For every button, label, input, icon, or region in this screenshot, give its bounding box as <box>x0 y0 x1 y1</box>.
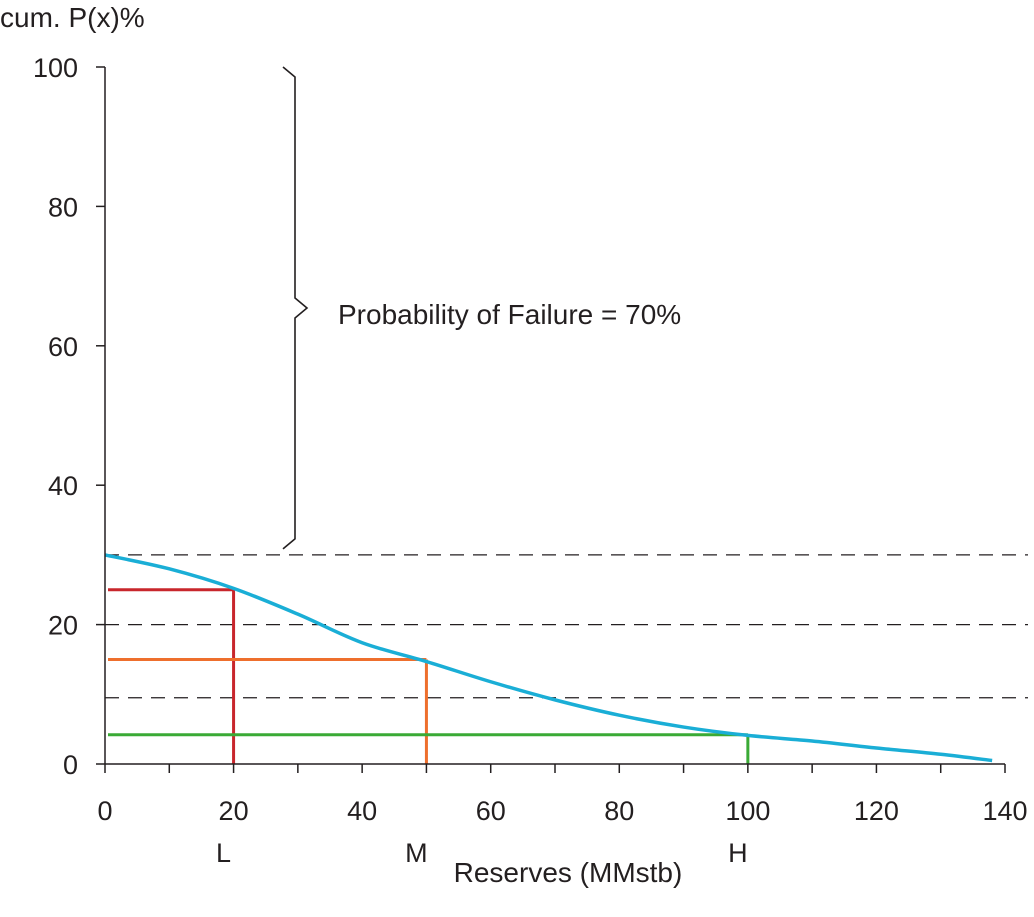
x-tick-label-120: 120 <box>854 796 899 826</box>
reference-lines <box>105 554 1028 699</box>
y-tick-label-0: 0 <box>63 750 78 780</box>
x-tick-label-140: 140 <box>982 796 1027 826</box>
axes: 0 20 40 60 80 100 120 140 0 20 40 60 80 100 L M H <box>33 53 1028 868</box>
x-tick-label-20: 20 <box>219 796 249 826</box>
probability-curve <box>104 553 993 763</box>
marker-label-h: H <box>728 838 748 868</box>
x-axis-title: Reserves (MMstb) <box>454 857 683 888</box>
cumulative-probability-curve <box>104 553 993 763</box>
y-tick-label-80: 80 <box>48 192 78 222</box>
failure-bracket-shape <box>282 66 309 550</box>
marker-label-m: M <box>405 838 428 868</box>
y-tick-label-60: 60 <box>48 332 78 362</box>
x-tick-label-100: 100 <box>725 796 770 826</box>
x-tick-label-60: 60 <box>476 796 506 826</box>
y-tick-label-20: 20 <box>48 611 78 641</box>
failure-bracket <box>282 66 309 550</box>
x-tick-label-40: 40 <box>347 796 377 826</box>
x-tick-label-80: 80 <box>604 796 634 826</box>
x-tick-label-0: 0 <box>97 796 112 826</box>
y-tick-label-40: 40 <box>48 471 78 501</box>
probability-of-failure-annotation: Probability of Failure = 70% <box>338 299 681 330</box>
y-axis-title: cum. P(x)% <box>0 2 145 33</box>
y-tick-label-100: 100 <box>33 53 78 83</box>
labels: cum. P(x)% Reserves (MMstb) Probability … <box>0 2 682 888</box>
marker-lines <box>108 588 750 764</box>
marker-label-l: L <box>216 838 231 868</box>
